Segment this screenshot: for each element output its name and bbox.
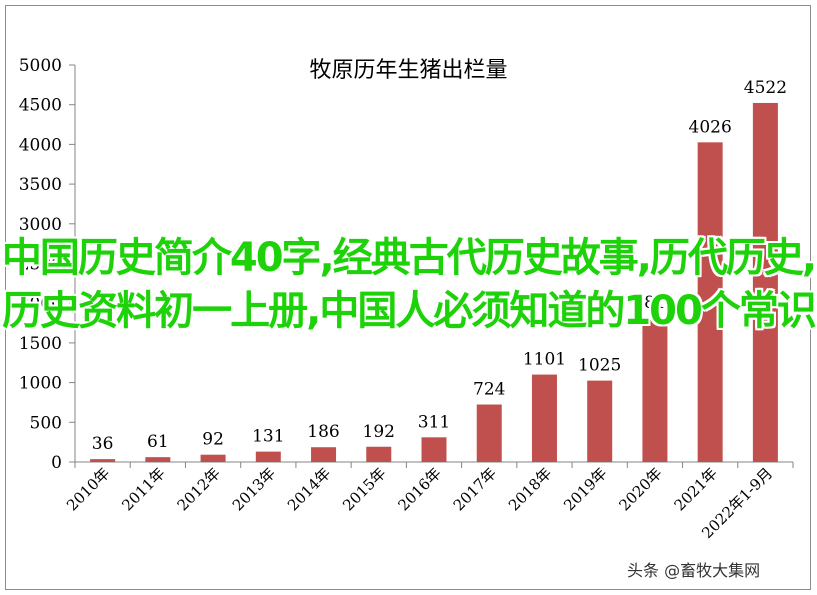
data-label: 36 (92, 434, 114, 454)
x-tick-label: 2016年 (394, 464, 444, 514)
x-tick-label: 2014年 (284, 464, 334, 514)
x-tick-label: 2010年 (63, 464, 113, 514)
data-label: 61 (147, 432, 169, 452)
y-tick-label: 1500 (19, 334, 62, 354)
data-label: 92 (202, 430, 224, 450)
y-tick-label: 5000 (19, 56, 62, 76)
x-tick-label: 2017年 (450, 464, 500, 514)
bar (421, 437, 447, 462)
y-tick-label: 2000 (19, 294, 62, 314)
x-tick-label: 2021年 (671, 464, 721, 514)
bar (200, 454, 226, 462)
y-tick-label: 1000 (19, 374, 62, 394)
bar (476, 404, 502, 462)
bar (752, 102, 778, 463)
data-label: 311 (418, 412, 450, 432)
x-tick-label: 2011年 (118, 464, 168, 514)
x-tick-label: 2013年 (229, 464, 279, 514)
y-tick-label: 0 (51, 453, 62, 473)
y-tick-label: 500 (30, 413, 62, 433)
bar (255, 451, 281, 462)
data-label: 1101 (523, 350, 566, 370)
x-tick-label: 2012年 (174, 464, 224, 514)
data-label: 192 (363, 422, 395, 442)
bar (587, 380, 613, 462)
chart-frame (5, 5, 811, 590)
bar (311, 447, 337, 462)
x-tick-label: 2019年 (560, 464, 610, 514)
y-tick-label: 3500 (19, 175, 62, 195)
data-label: 1025 (578, 356, 621, 376)
y-tick-label: 4000 (19, 135, 62, 155)
bar (145, 457, 171, 462)
data-label: 724 (473, 380, 505, 400)
watermark-text: 头条 @畜牧大集网 (627, 561, 761, 580)
data-label: 131 (252, 427, 284, 447)
bar (697, 142, 723, 462)
bar (642, 318, 668, 462)
bar (531, 374, 557, 462)
data-label: 4522 (744, 78, 787, 98)
chart-title: 牧原历年生猪出栏量 (309, 58, 508, 83)
overlay-headline: 中国历史简介40字,经典古代历史故事,历代历史,历史资料初一上册,中国人必须知道… (1, 235, 817, 334)
bar (366, 446, 392, 462)
y-tick-label: 3000 (19, 215, 62, 235)
x-tick-label: 2015年 (339, 464, 389, 514)
data-label: 1812 (633, 293, 676, 313)
y-tick-label: 2500 (19, 255, 62, 275)
y-tick-label: 4500 (19, 96, 62, 116)
x-tick-label: 2018年 (505, 464, 555, 514)
data-label: 186 (307, 422, 339, 442)
data-label: 4026 (689, 117, 732, 137)
bar (90, 459, 116, 462)
x-tick-label: 2020年 (615, 464, 665, 514)
